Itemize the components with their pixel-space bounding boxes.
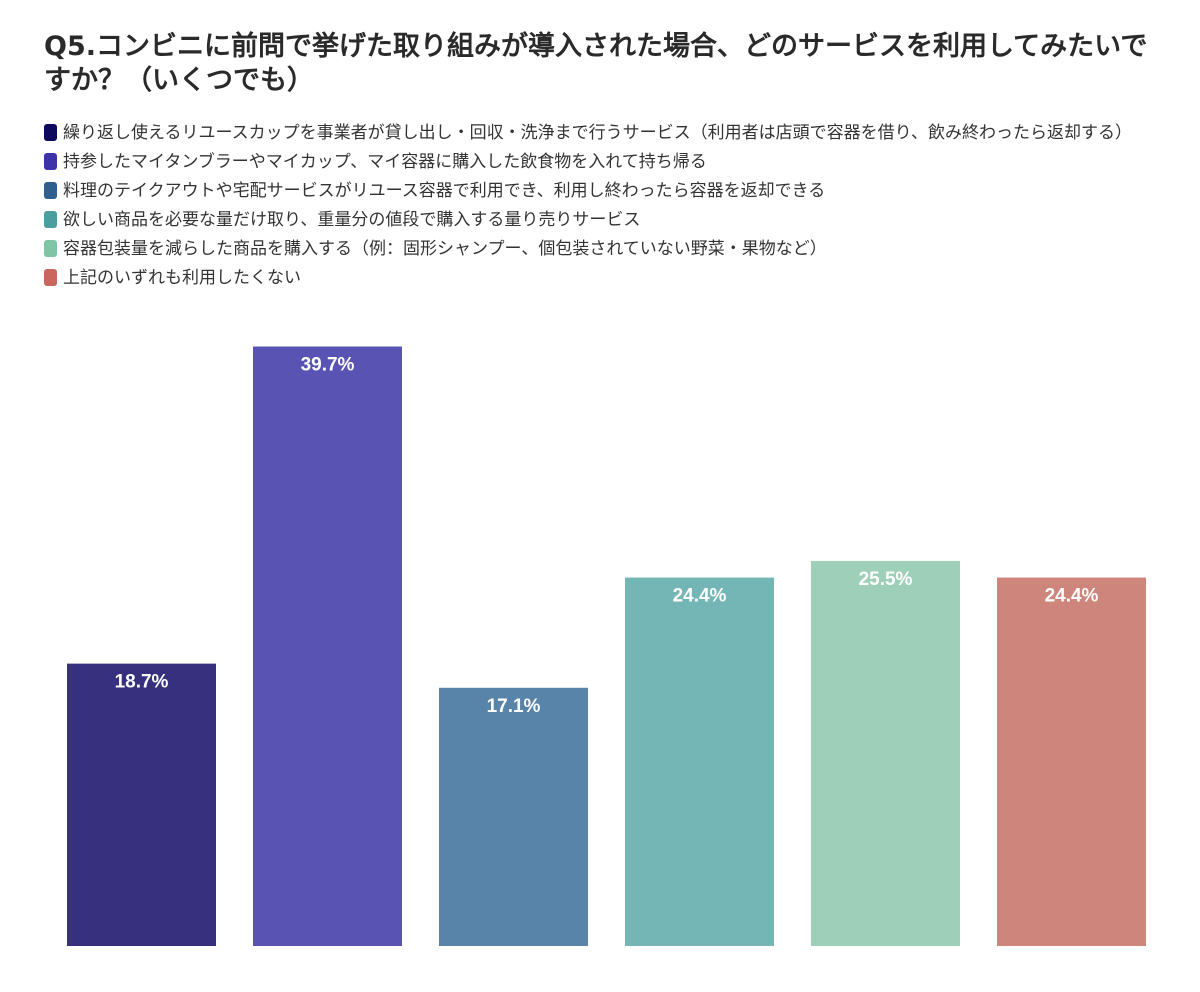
legend: 繰り返し使えるリユースカップを事業者が貸し出し・回収・洗浄まで行うサービス（利用… (44, 122, 1154, 296)
legend-label: 料理のテイクアウトや宅配サービスがリユース容器で利用でき、利用し終わったら容器を… (63, 181, 826, 201)
bar (253, 346, 402, 946)
bar-value-label: 25.5% (859, 569, 913, 590)
bar-value-label: 24.4% (1045, 586, 1099, 607)
legend-label: 容器包装量を減らした商品を購入する（例：固形シャンプー、個包装されていない野菜・… (63, 239, 827, 259)
legend-label: 持参したマイタンブラーやマイカップ、マイ容器に購入した飲食物を入れて持ち帰る (63, 152, 707, 172)
bar-value-label: 17.1% (487, 696, 541, 717)
bar-value-label: 18.7% (115, 672, 169, 693)
legend-label: 欲しい商品を必要な量だけ取り、重量分の値段で購入する量り売りサービス (63, 210, 641, 230)
legend-swatch (44, 182, 57, 199)
legend-swatch (44, 211, 57, 228)
bar-chart: 18.7% 39.7% 17.1% 24.4% 25.5% 24.4% (67, 346, 1146, 946)
legend-item: 繰り返し使えるリユースカップを事業者が貸し出し・回収・洗浄まで行うサービス（利用… (44, 122, 1154, 144)
bar (625, 577, 774, 946)
legend-item: 上記のいずれも利用したくない (44, 267, 1154, 289)
legend-swatch (44, 153, 57, 170)
bar (997, 577, 1146, 946)
legend-item: 持参したマイタンブラーやマイカップ、マイ容器に購入した飲食物を入れて持ち帰る (44, 151, 1154, 173)
bar (811, 560, 960, 946)
legend-label: 上記のいずれも利用したくない (63, 268, 301, 288)
legend-swatch (44, 124, 57, 141)
legend-swatch (44, 269, 57, 286)
bar-value-label: 39.7% (301, 355, 355, 376)
legend-item: 欲しい商品を必要な量だけ取り、重量分の値段で購入する量り売りサービス (44, 209, 1154, 231)
legend-swatch (44, 240, 57, 257)
legend-item: 料理のテイクアウトや宅配サービスがリユース容器で利用でき、利用し終わったら容器を… (44, 180, 1154, 202)
bar (439, 687, 588, 946)
legend-item: 容器包装量を減らした商品を購入する（例：固形シャンプー、個包装されていない野菜・… (44, 238, 1154, 260)
legend-label: 繰り返し使えるリユースカップを事業者が貸し出し・回収・洗浄まで行うサービス（利用… (63, 123, 1132, 143)
bar-value-label: 24.4% (673, 586, 727, 607)
chart-title: Q5.コンビニに前問で挙げた取り組みが導入された場合、どのサービスを利用してみた… (44, 31, 1148, 96)
bar (67, 663, 216, 946)
